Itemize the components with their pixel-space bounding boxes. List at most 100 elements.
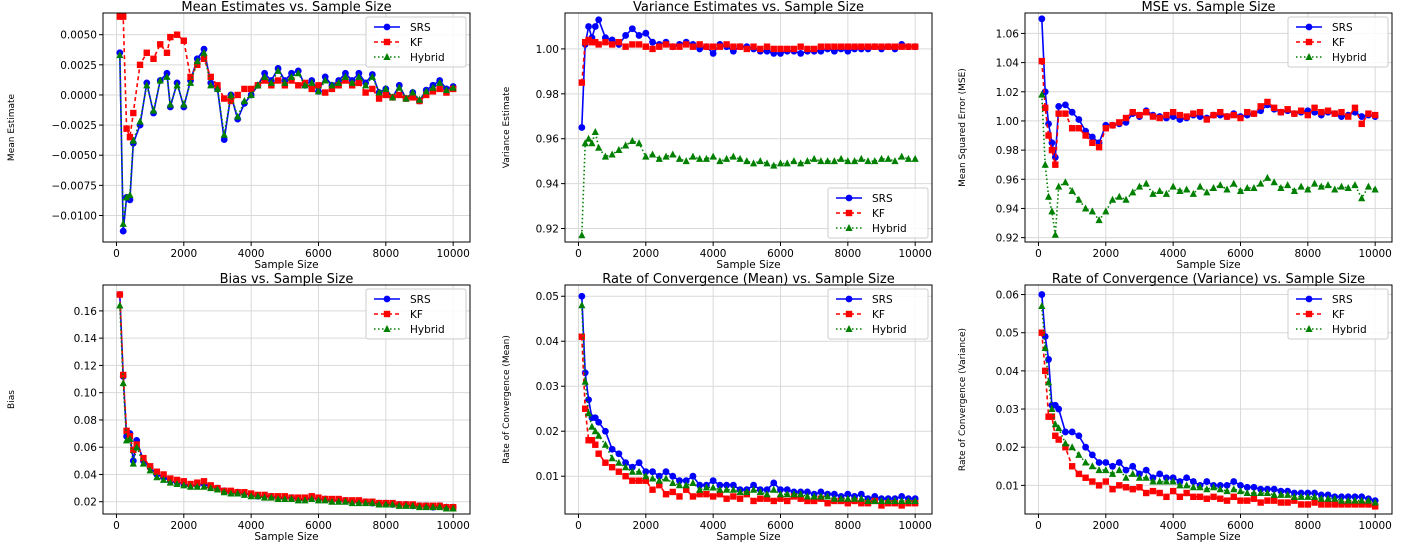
chart-5-kf-point <box>642 477 650 484</box>
chart-6-srs-point <box>1115 459 1123 466</box>
chart-2-srs-point <box>595 16 603 24</box>
chart-1-hybrid-point <box>247 90 255 98</box>
chart-3-x-tick-label: 6000 <box>1227 248 1254 260</box>
chart-6-srs-point <box>1237 481 1244 489</box>
chart-4-y-tick-label: 0.16 <box>74 306 98 318</box>
chart-5-hybrid-point <box>662 474 670 482</box>
chart-6-kf-point <box>1075 470 1083 478</box>
chart-2-srs-point <box>709 50 717 57</box>
chart-2-hybrid-point <box>723 154 731 162</box>
chart-2-hybrid-point <box>844 157 852 165</box>
chart-2-kf-point <box>831 43 838 50</box>
chart-5-hybrid-point <box>850 494 859 502</box>
chart-5-hybrid-point <box>595 431 603 439</box>
chart-3-hybrid-point <box>1189 189 1197 197</box>
chart-1-kf-point <box>221 95 228 102</box>
chart-1-kf-point <box>362 89 369 96</box>
chart-5-kf-point <box>588 437 596 444</box>
chart-3-hybrid-point <box>1135 182 1144 190</box>
chart-6-hybrid-point <box>1230 485 1238 493</box>
chart-5-hybrid-point <box>763 490 771 498</box>
chart-6-srs-point <box>1189 478 1197 485</box>
chart-2-kf-point <box>662 41 670 48</box>
chart-5-kf-point <box>777 495 784 502</box>
chart-3-kf-point <box>1324 107 1332 114</box>
chart-1-kf-point <box>143 49 150 56</box>
chart-6-hybrid-point <box>1169 477 1177 485</box>
chart-6-y-tick-label: 0.01 <box>996 480 1019 492</box>
chart-1-axes-frame <box>102 12 471 243</box>
chart-3-hybrid-point <box>1061 178 1070 186</box>
chart-1-hybrid-point <box>382 84 390 92</box>
chart-6-srs-point <box>1142 466 1150 474</box>
chart-1-y-axis-label: Mean Estimate <box>7 93 17 161</box>
chart-5-kf-point <box>649 486 656 493</box>
chart-5: 0 2000 4000 6000 8000 10000 0.01 0.02 0.03 0.04 0.… <box>502 272 933 543</box>
chart-6-hybrid-point <box>1061 439 1070 447</box>
chart-6-kf-point <box>1183 489 1190 497</box>
chart-6-srs-point <box>1223 481 1231 489</box>
chart-2-kf-point <box>582 38 589 46</box>
chart-2-kf-point <box>790 45 798 53</box>
chart-1-x-tick-label: 2000 <box>170 248 197 260</box>
chart-1-title: Mean Estimates vs. Sample Size <box>181 0 391 15</box>
chart-5-kf-point <box>723 495 730 502</box>
chart-3-hybrid-point <box>1371 185 1379 193</box>
chart-5-x-axis-label: Sample Size <box>716 531 780 543</box>
chart-3-hybrid-point <box>1088 207 1096 215</box>
chart-2-kf-point <box>810 45 818 53</box>
chart-2-kf-point <box>635 41 643 48</box>
chart-2-kf-point <box>703 43 710 50</box>
chart-1-x-axis-label: Sample Size <box>254 259 318 271</box>
chart-1-hybrid-point <box>227 90 235 98</box>
chart-2-kf-point <box>851 43 858 50</box>
chart-2-kf-point <box>676 43 683 50</box>
chart-5-x-tick-label: 4000 <box>700 520 727 532</box>
chart-6-hybrid-point <box>1358 496 1366 504</box>
chart-1-legend-hybrid-point <box>383 53 391 60</box>
chart-3-x-tick-label: 10000 <box>1358 248 1391 260</box>
chart-3-kf-point <box>1291 110 1298 117</box>
chart-2-srs-point <box>635 32 643 39</box>
chart-1-hybrid-point <box>149 106 158 114</box>
chart-2-legend-srs-point <box>845 194 853 202</box>
chart-5-srs-point <box>857 490 865 498</box>
chart-1-kf-point <box>150 55 157 62</box>
chart-4-kf-point <box>140 454 147 462</box>
chart-1-kf-point <box>136 61 144 69</box>
chart-4-hybrid-point <box>166 478 174 486</box>
chart-6: 0 2000 4000 6000 8000 10000 0.01 0.02 0.03 0.04 0.… <box>958 272 1393 543</box>
chart-3-hybrid-point <box>1196 182 1204 190</box>
chart-4-y-tick-label: 0.06 <box>74 442 98 454</box>
chart-3-kf-point <box>1203 116 1211 123</box>
chart-4-kf-point <box>200 478 208 485</box>
chart-2-hybrid-point <box>716 157 724 165</box>
chart-3-hybrid-point <box>1095 216 1103 224</box>
chart-6-srs-point <box>1270 485 1278 493</box>
chart-4-hybrid-point <box>348 499 356 507</box>
chart-6-srs-point <box>1109 462 1116 470</box>
chart-6-y-tick-label: 0.05 <box>996 328 1019 340</box>
chart-6-x-tick-label: 6000 <box>1227 520 1254 532</box>
chart-6-kf-point <box>1156 489 1163 497</box>
chart-1-hybrid-point <box>129 136 137 144</box>
chart-6-kf-point <box>1203 495 1211 502</box>
chart-4-kf-point <box>167 475 174 482</box>
chart-5-srs-point <box>595 418 603 426</box>
chart-1-y-tick-label: −0.0100 <box>51 210 97 222</box>
chart-6-hybrid-point <box>1055 424 1063 432</box>
chart-3-legend-box <box>1287 16 1389 68</box>
chart-3-hybrid-point <box>1337 182 1346 190</box>
chart-6-legend-hybrid-label: Hybrid <box>1332 324 1367 336</box>
chart-2-hybrid-point <box>803 157 812 165</box>
chart-5-hybrid-point <box>709 483 717 491</box>
chart-5-kf-point <box>696 491 703 498</box>
chart-6-kf-point <box>1210 493 1217 501</box>
chart-3-kf-point <box>1129 108 1136 116</box>
chart-5-srs-point <box>608 445 616 453</box>
chart-6-srs-point <box>1102 459 1110 466</box>
chart-1-kf-point <box>227 97 235 105</box>
chart-6-kf-point <box>1223 497 1231 504</box>
chart-6-x-axis-label: Sample Size <box>1176 531 1240 543</box>
chart-2-kf-point <box>723 41 730 48</box>
